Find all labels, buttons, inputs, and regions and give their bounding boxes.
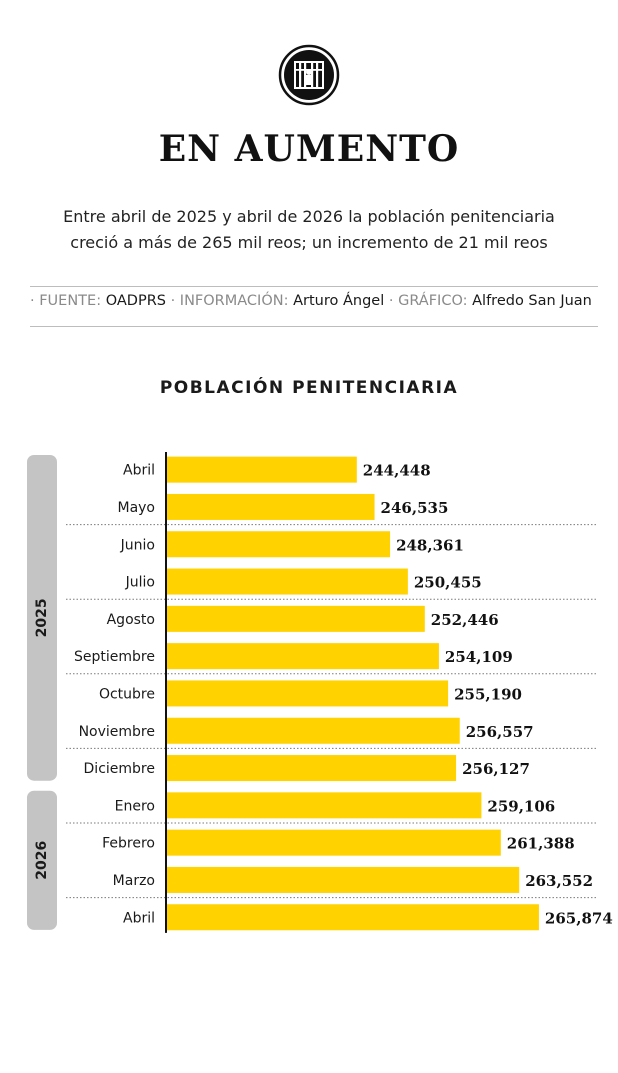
category-label-9: Diciembre <box>84 761 155 777</box>
value-label-9: 256,127 <box>462 760 530 778</box>
bottom-divider <box>30 326 598 327</box>
bar-10 <box>166 792 482 819</box>
value-label-10: 259,106 <box>487 797 555 815</box>
category-label-12: Marzo <box>113 873 155 889</box>
value-label-7: 255,190 <box>454 685 522 703</box>
bar-11 <box>166 829 501 856</box>
value-label-5: 252,446 <box>431 611 499 629</box>
bar-12 <box>166 866 520 893</box>
category-label-13: Abril <box>123 910 155 926</box>
bar-9 <box>166 755 457 782</box>
information-value: Arturo Ángel <box>293 293 385 309</box>
category-label-2: Mayo <box>117 500 155 516</box>
source-label: FUENTE: <box>39 293 102 309</box>
category-label-7: Octubre <box>99 686 155 702</box>
category-label-6: Septiembre <box>74 649 155 665</box>
bar-2 <box>166 493 375 520</box>
year-group-bar-2026 <box>27 790 57 930</box>
bar-1 <box>166 456 357 483</box>
value-label-4: 250,455 <box>414 574 482 592</box>
bar-8 <box>166 717 460 744</box>
bar-5 <box>166 605 425 632</box>
year-group-bar-2025 <box>27 455 57 781</box>
page-title: EN AUMENTO <box>158 128 460 170</box>
value-label-11: 261,388 <box>507 835 575 853</box>
bar-4 <box>166 568 408 595</box>
subtitle: Entre abril de 2025 y abril de 2026 la p… <box>20 204 598 256</box>
subtitle-line-2: creció a más de 265 mil reos; un increme… <box>70 233 548 252</box>
information-label: INFORMACIÓN: <box>179 293 289 309</box>
category-label-4: Julio <box>125 575 155 591</box>
bar-13 <box>166 904 539 931</box>
category-label-10: Enero <box>115 798 155 814</box>
category-label-3: Junio <box>120 537 155 553</box>
bar-3 <box>166 531 391 558</box>
prison-logo-icon <box>278 44 340 106</box>
category-label-11: Febrero <box>102 836 155 852</box>
value-label-3: 248,361 <box>396 536 464 554</box>
top-divider <box>30 286 598 287</box>
value-label-6: 254,109 <box>445 648 513 666</box>
graphic-label: GRÁFICO: <box>398 293 468 309</box>
bar-7 <box>166 680 449 707</box>
category-label-1: Abril <box>123 463 155 479</box>
value-label-8: 256,557 <box>466 723 534 741</box>
chart-title: POBLACIÓN PENITENCIARIA <box>159 378 459 398</box>
year-group-label-2025: 2025 <box>34 598 50 637</box>
subtitle-line-1: Entre abril de 2025 y abril de 2026 la p… <box>63 207 555 226</box>
value-label-1: 244,448 <box>363 462 431 480</box>
graphic-value: Alfredo San Juan <box>472 293 592 309</box>
bar-6 <box>166 643 439 670</box>
value-label-13: 265,874 <box>545 909 613 927</box>
category-label-5: Agosto <box>107 612 155 628</box>
value-label-12: 263,552 <box>525 872 593 890</box>
year-group-label-2026: 2026 <box>34 841 50 880</box>
category-label-8: Noviembre <box>79 724 155 740</box>
value-label-2: 246,535 <box>381 499 449 517</box>
credits-line: · FUENTE: OADPRS · INFORMACIÓN: Arturo Á… <box>30 293 592 309</box>
source-value: OADPRS <box>105 293 166 309</box>
